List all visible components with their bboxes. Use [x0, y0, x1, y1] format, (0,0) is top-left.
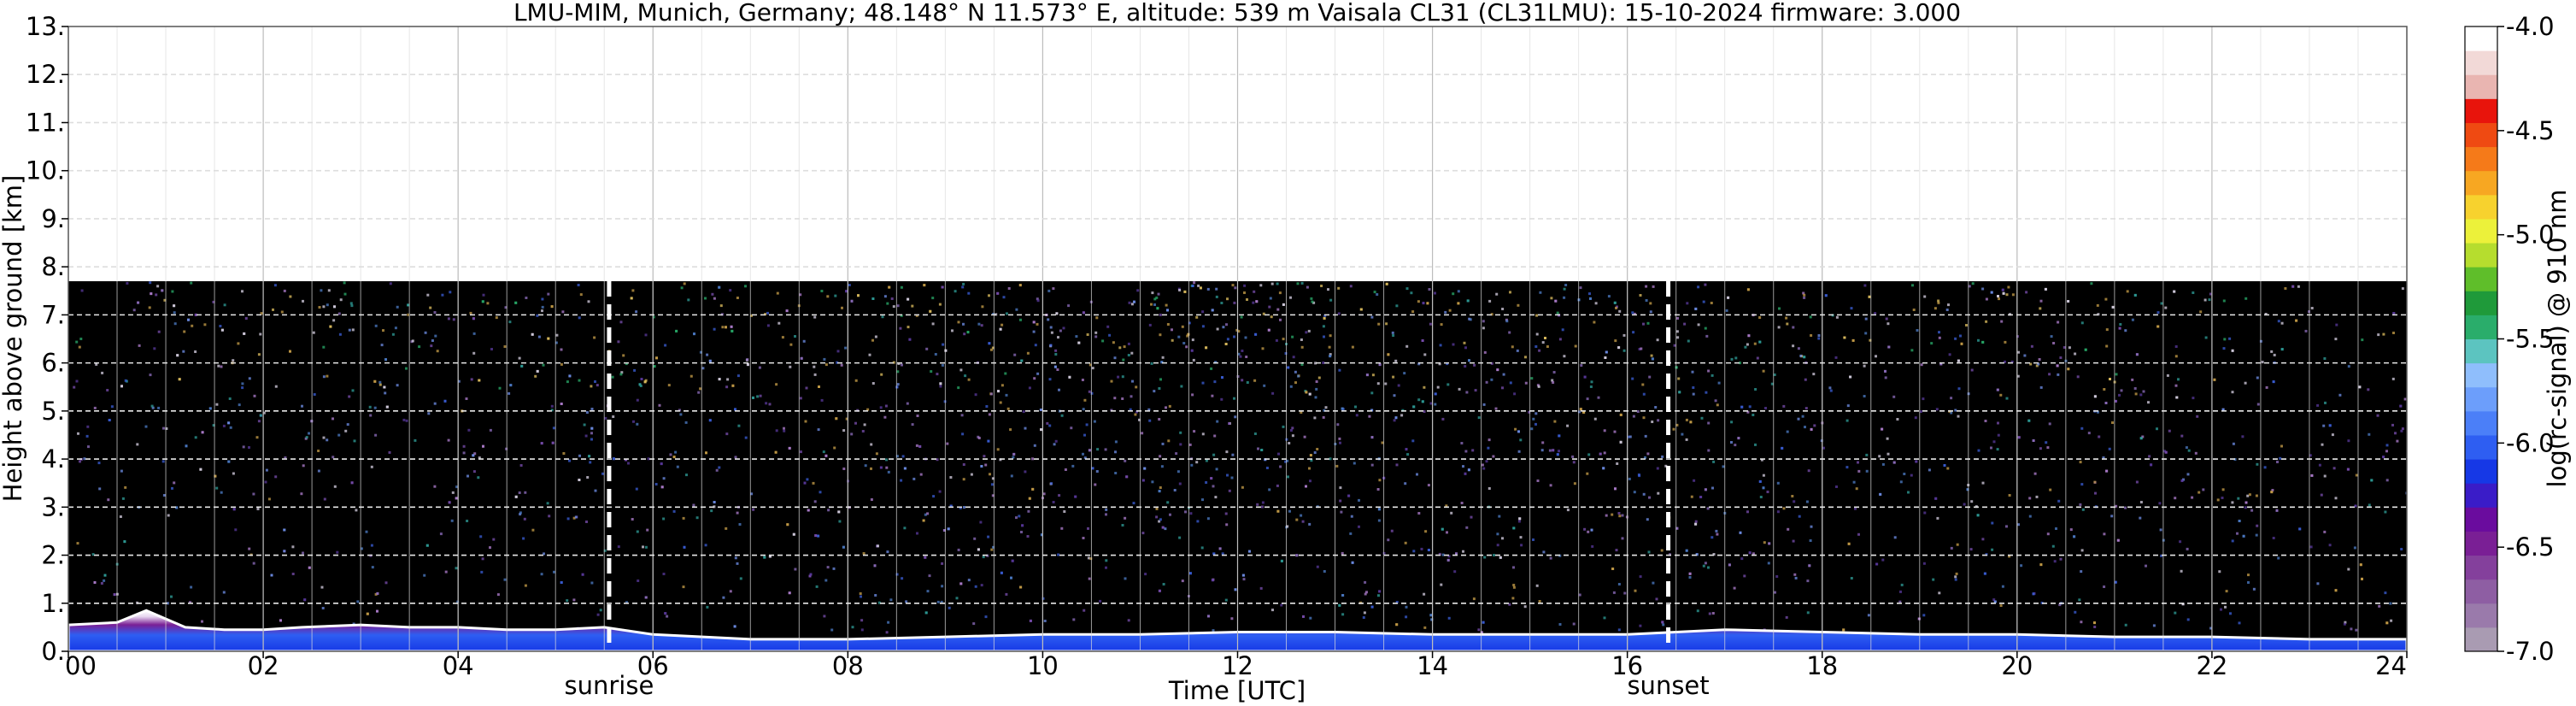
signal-heatmap: [68, 281, 2407, 651]
colorbar-swatch: [2465, 338, 2497, 364]
colorbar-swatch: [2465, 555, 2497, 580]
colorbar-swatch: [2465, 50, 2497, 75]
x-tick-label: 14: [1417, 651, 1448, 680]
colorbar-tick-label: -5.5: [2506, 325, 2555, 354]
colorbar-swatch: [2465, 386, 2497, 412]
colorbar-tick-label: -7.0: [2506, 637, 2555, 666]
colorbar-swatch: [2465, 410, 2497, 436]
y-tick-label: 1.: [41, 589, 65, 618]
chart-title: LMU-MIM, Munich, Germany; 48.148° N 11.5…: [513, 0, 1961, 26]
colorbar-swatch: [2465, 483, 2497, 508]
sun-event-lines: sunrise sunset: [565, 281, 1710, 700]
x-axis: 00 02 04 06 08 10 12 14 16 18 20 22 24: [65, 651, 2408, 680]
x-tick-label: 24: [2375, 651, 2407, 680]
y-tick-label: 7.: [41, 300, 65, 329]
y-tick-label: 3.: [41, 492, 65, 521]
colorbar-swatch: [2465, 603, 2497, 628]
colorbar: -4.0 -4.5 -5.0 -5.5 -6.0 -6.5 -7.0: [2464, 12, 2555, 666]
y-tick-label: 6.: [41, 349, 65, 378]
colorbar-swatch: [2465, 267, 2497, 291]
x-tick-label: 10: [1027, 651, 1059, 680]
colorbar-tick-label: -4.5: [2506, 116, 2555, 145]
colorbar-swatch: [2465, 26, 2497, 51]
colorbar-swatch: [2465, 434, 2497, 460]
y-axis-label: Height above ground [km]: [0, 175, 27, 503]
major-gridlines: [68, 26, 2407, 651]
colorbar-swatch: [2465, 218, 2497, 244]
colorbar-swatch: [2465, 627, 2497, 652]
y-tick-label: 2.: [41, 541, 65, 570]
colorbar-swatch: [2465, 146, 2497, 172]
y-tick-label: 4.: [41, 444, 65, 474]
y-tick-label: 9.: [41, 204, 65, 233]
colorbar-swatch: [2465, 315, 2497, 339]
colorbar-tick-label: -6.5: [2506, 532, 2555, 562]
x-tick-label: 02: [248, 651, 279, 680]
colorbar-swatch: [2465, 362, 2497, 388]
colorbar-swatch: [2465, 170, 2497, 196]
colorbar-swatch: [2465, 291, 2497, 315]
colorbar-swatch: [2465, 194, 2497, 220]
y-tick-label: 0.: [41, 637, 65, 666]
y-tick-label: 10.: [26, 156, 65, 185]
y-tick-label: 8.: [41, 252, 65, 281]
sunrise-label: sunrise: [565, 671, 654, 700]
y-tick-label: 12.: [26, 60, 65, 89]
x-tick-label: 08: [832, 651, 864, 680]
x-tick-label: 00: [65, 651, 97, 680]
x-tick-label: 04: [443, 651, 474, 680]
y-tick-label: 13.: [26, 12, 65, 41]
colorbar-swatch: [2465, 507, 2497, 532]
x-tick-label: 22: [2196, 651, 2227, 680]
colorbar-swatch: [2465, 243, 2497, 268]
x-tick-label: 06: [637, 651, 669, 680]
y-tick-label: 11.: [26, 108, 65, 137]
y-tick-label: 5.: [41, 397, 65, 426]
noise-speckle: [73, 281, 2407, 634]
colorbar-swatch: [2465, 74, 2497, 99]
colorbar-swatch: [2465, 459, 2497, 484]
colorbar-label: log(rc-signal) @ 910 nm: [2543, 190, 2572, 488]
colorbar-tick-label: -6.0: [2506, 428, 2555, 457]
colorbar-swatch: [2465, 98, 2497, 123]
sunset-label: sunset: [1627, 671, 1709, 700]
x-axis-label: Time [UTC]: [1168, 676, 1306, 705]
colorbar-tick-label: -5.0: [2506, 221, 2555, 250]
colorbar-swatch: [2465, 579, 2497, 604]
colorbar-swatch: [2465, 122, 2497, 148]
colorbar-swatch: [2465, 531, 2497, 556]
y-axis: 0. 1. 2. 3. 4. 5. 6. 7. 8. 9. 10. 11. 12. 13.: [26, 12, 68, 666]
x-tick-label: 12: [1222, 651, 1253, 680]
x-tick-label: 20: [2001, 651, 2033, 680]
x-tick-label: 16: [1611, 651, 1643, 680]
x-tick-label: 18: [1806, 651, 1838, 680]
colorbar-tick-label: -4.0: [2506, 12, 2555, 41]
